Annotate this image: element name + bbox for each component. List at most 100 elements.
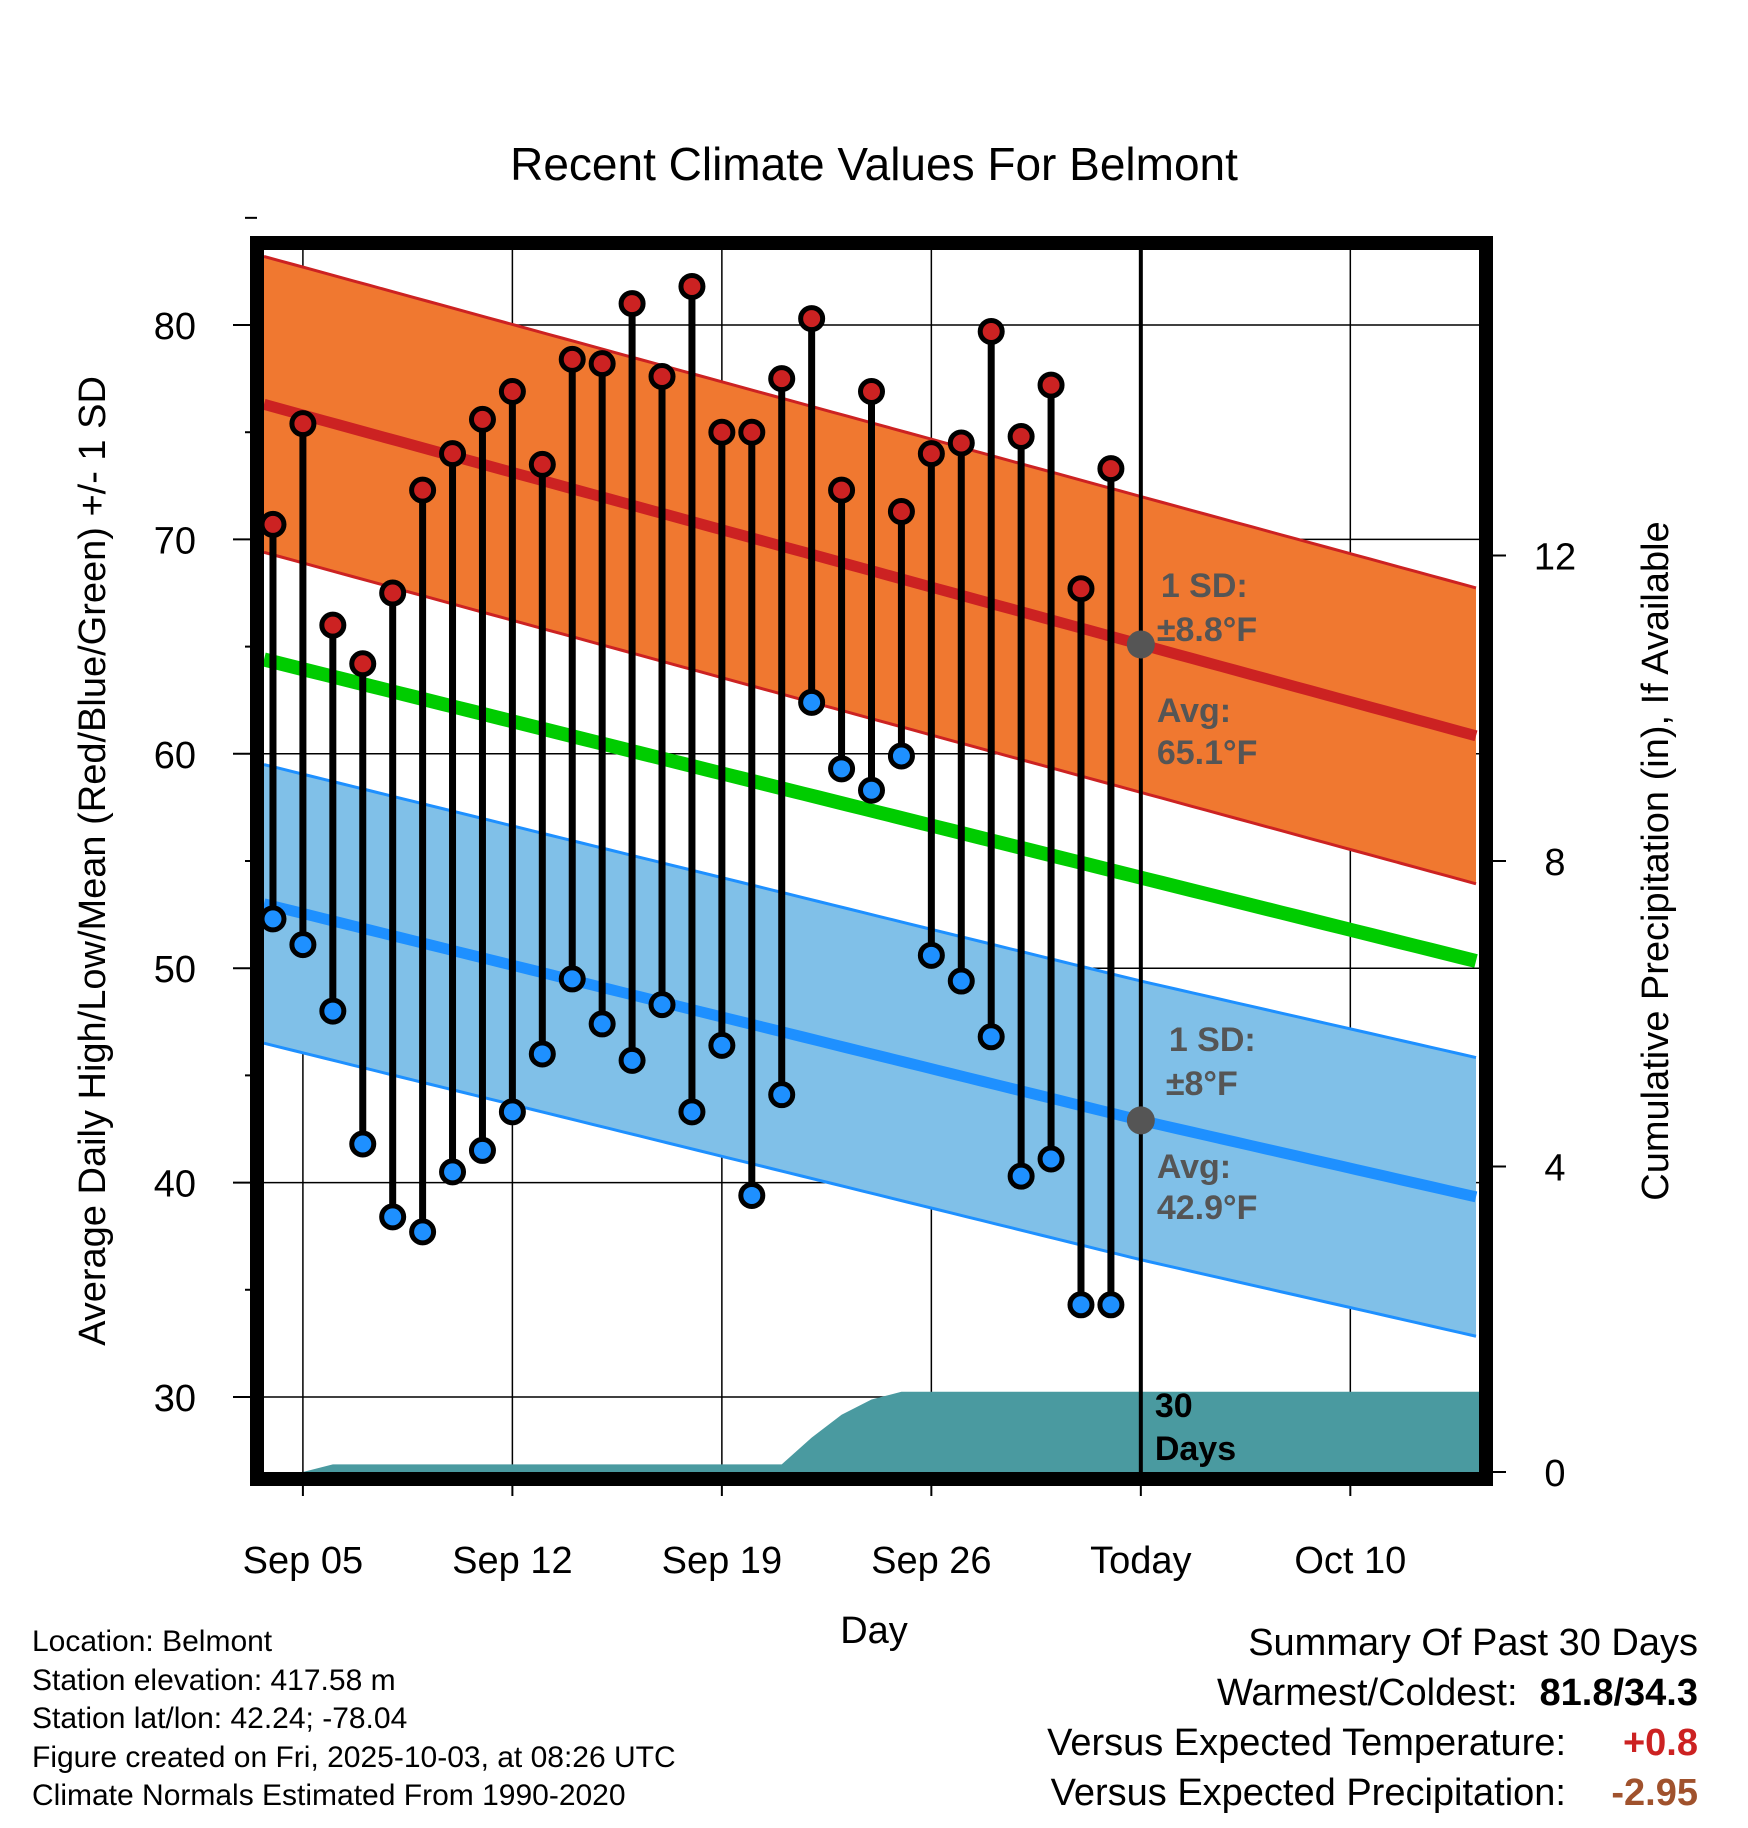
daily-low-point xyxy=(828,755,856,783)
daily-high-point xyxy=(319,611,347,639)
daily-high-point xyxy=(264,510,287,538)
precip-row: Versus Expected Precipitation: -2.95 xyxy=(1047,1768,1698,1818)
y2-tick-label: 0 xyxy=(1544,1453,1565,1495)
low-avg-value: 42.9°F xyxy=(1157,1189,1258,1227)
y2-tick-label: 4 xyxy=(1544,1148,1565,1190)
precip-area xyxy=(264,1391,1479,1472)
daily-low-point xyxy=(1037,1145,1065,1173)
temp-label: Versus Expected Temperature: xyxy=(1047,1722,1566,1764)
temp-value: +0.8 xyxy=(1622,1722,1698,1764)
daily-low-point xyxy=(648,991,676,1019)
station-info: Location: Belmont Station elevation: 417… xyxy=(32,1623,676,1816)
daily-low-point xyxy=(977,1023,1005,1051)
daily-high-point xyxy=(588,350,616,378)
temp-row: Versus Expected Temperature: +0.8 xyxy=(1047,1718,1698,1768)
daily-low-point xyxy=(618,1046,646,1074)
days-word-label: Days xyxy=(1155,1430,1236,1468)
daily-low-point xyxy=(289,931,317,959)
low-sd-band-lower-edge xyxy=(264,1041,1477,1338)
high-avg-value: 65.1°F xyxy=(1157,734,1258,772)
daily-high-point xyxy=(468,405,496,433)
high-sd-label: 1 SD: xyxy=(1161,567,1248,605)
daily-high-point xyxy=(798,305,826,333)
high-sd-value: ±8.8°F xyxy=(1157,611,1257,649)
daily-high-point xyxy=(977,317,1005,345)
daily-low-point xyxy=(409,1218,437,1246)
daily-low-point xyxy=(678,1098,706,1126)
y-tick-label: 60 xyxy=(154,735,196,777)
x-tick-label: Today xyxy=(1090,1540,1191,1582)
daily-low-point xyxy=(738,1181,766,1209)
daily-high-point xyxy=(498,377,526,405)
location-text: Location: Belmont xyxy=(32,1625,273,1658)
x-tick-label: Oct 10 xyxy=(1294,1540,1406,1582)
daily-high-point xyxy=(1067,575,1095,603)
low-avg-label: Avg: xyxy=(1157,1148,1231,1186)
daily-low-point xyxy=(319,997,347,1025)
daily-high-point xyxy=(858,377,885,405)
daily-low-point xyxy=(468,1136,496,1164)
daily-low-point xyxy=(439,1158,467,1186)
daily-low-point xyxy=(887,742,915,770)
daily-low-point xyxy=(1067,1291,1095,1319)
daily-low-point xyxy=(798,688,826,716)
y-tick-label: 80 xyxy=(154,306,196,348)
precip-value: -2.95 xyxy=(1611,1772,1698,1814)
low-sd-value: ±8°F xyxy=(1166,1065,1238,1103)
daily-low-point xyxy=(349,1130,377,1158)
daily-high-point xyxy=(887,498,915,526)
daily-low-point xyxy=(768,1081,796,1109)
daily-high-point xyxy=(618,290,646,318)
warm-cold-row: Warmest/Coldest: 81.8/34.3 xyxy=(1047,1668,1698,1718)
latlon-text: Station lat/lon: 42.24; -78.04 xyxy=(32,1702,408,1735)
daily-high-point xyxy=(289,410,317,438)
daily-low-point xyxy=(558,965,586,993)
daily-low-point xyxy=(379,1203,407,1231)
daily-low-point xyxy=(1007,1162,1035,1190)
y2-tick-label: 8 xyxy=(1544,842,1565,884)
daily-low-point xyxy=(588,1010,616,1038)
normal-low-line xyxy=(264,898,1478,1203)
daily-high-point xyxy=(678,272,706,300)
daily-high-point xyxy=(708,418,736,446)
low-sd-band-upper-edge xyxy=(264,763,1477,1060)
today-high-avg-marker xyxy=(1126,630,1155,659)
y-tick-label: 70 xyxy=(154,520,196,562)
elevation-text: Station elevation: 417.58 m xyxy=(32,1663,396,1697)
y-tick-label: 40 xyxy=(154,1164,196,1206)
y-axis-label: Average Daily High/Low/Mean (Red/Blue/Gr… xyxy=(72,376,114,1346)
x-tick-label: Sep 05 xyxy=(243,1540,363,1582)
daily-low-point xyxy=(708,1031,736,1059)
daily-high-point xyxy=(947,429,975,457)
y-tick-label: 50 xyxy=(154,949,196,991)
daily-high-point xyxy=(558,345,586,373)
today-low-avg-marker xyxy=(1126,1106,1155,1135)
daily-high-point xyxy=(738,418,766,446)
daily-high-point xyxy=(379,579,407,607)
days-count-label: 30 xyxy=(1155,1387,1193,1425)
low-sd-label: 1 SD: xyxy=(1169,1021,1256,1059)
daily-high-point xyxy=(1097,455,1125,483)
warm-cold-label: Warmest/Coldest: xyxy=(1216,1672,1518,1714)
normals-text: Climate Normals Estimated From 1990-2020 xyxy=(32,1779,626,1812)
x-tick-label: Sep 26 xyxy=(871,1540,991,1582)
precip-label: Versus Expected Precipitation: xyxy=(1050,1772,1566,1814)
summary-panel: Summary Of Past 30 Days Warmest/Coldest:… xyxy=(1047,1618,1698,1818)
daily-high-point xyxy=(1007,423,1035,451)
daily-low-point xyxy=(917,941,945,969)
chart-title: Recent Climate Values For Belmont xyxy=(510,138,1238,190)
y-tick-label: 30 xyxy=(154,1378,196,1420)
daily-high-point xyxy=(439,440,467,468)
daily-high-point xyxy=(528,450,556,478)
x-tick-label: Sep 19 xyxy=(662,1540,782,1582)
daily-low-point xyxy=(264,905,287,933)
high-avg-label: Avg: xyxy=(1157,692,1231,730)
daily-high-point xyxy=(768,365,796,393)
warm-cold-value: 81.8/34.3 xyxy=(1539,1672,1698,1714)
daily-low-point xyxy=(858,776,885,804)
daily-low-point xyxy=(947,967,975,995)
daily-low-point xyxy=(1097,1291,1125,1319)
daily-high-point xyxy=(917,440,945,468)
x-axis-label: Day xyxy=(840,1610,908,1652)
